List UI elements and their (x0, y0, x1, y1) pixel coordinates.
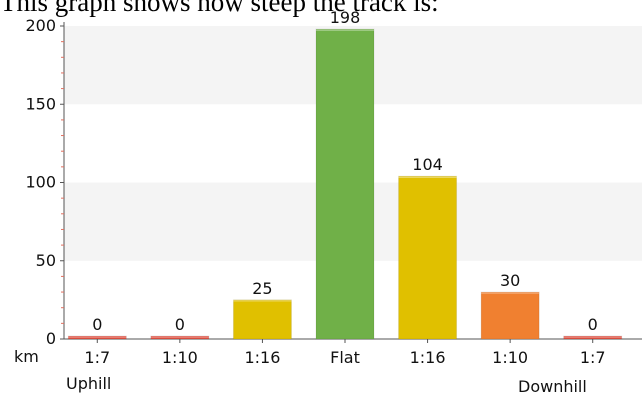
y-tick-label: 0 (46, 329, 56, 348)
y-tick-label: 50 (36, 251, 56, 270)
bar-value-label: 104 (412, 155, 443, 174)
bar-value-labels: 0 0 25 198 104 30 0 (92, 8, 598, 334)
bar-value-label: 198 (330, 8, 361, 27)
chart-heading: This graph shows how steep the track is: (0, 0, 439, 17)
category-label: 1:16 (244, 348, 280, 367)
y-tick-label: 200 (25, 16, 56, 35)
bar (398, 175, 458, 340)
bar (480, 291, 540, 340)
category-label: 1:10 (162, 348, 198, 367)
category-label: 1:7 (580, 348, 606, 367)
y-unit-label: km (14, 347, 39, 366)
y-tick-label: 150 (25, 94, 56, 113)
bar-value-label: 0 (588, 315, 598, 334)
uphill-label: Uphill (66, 374, 111, 393)
downhill-label: Downhill (518, 377, 587, 396)
bar-value-label: 0 (175, 315, 185, 334)
category-labels: 1:7 1:10 1:16 Flat 1:16 1:10 1:7 (84, 339, 606, 367)
y-tick-label: 100 (25, 173, 56, 192)
category-label: 1:7 (84, 348, 110, 367)
bar-value-label: 0 (92, 315, 102, 334)
y-axis-ticks: 0 50 100 150 200 (25, 16, 64, 348)
bar-value-label: 25 (252, 279, 272, 298)
category-label: 1:10 (492, 348, 528, 367)
bars (67, 28, 623, 340)
category-label: 1:16 (410, 348, 446, 367)
bar-value-label: 30 (500, 271, 520, 290)
bar (315, 28, 375, 340)
category-label: Flat (330, 348, 360, 367)
bar (232, 299, 292, 340)
